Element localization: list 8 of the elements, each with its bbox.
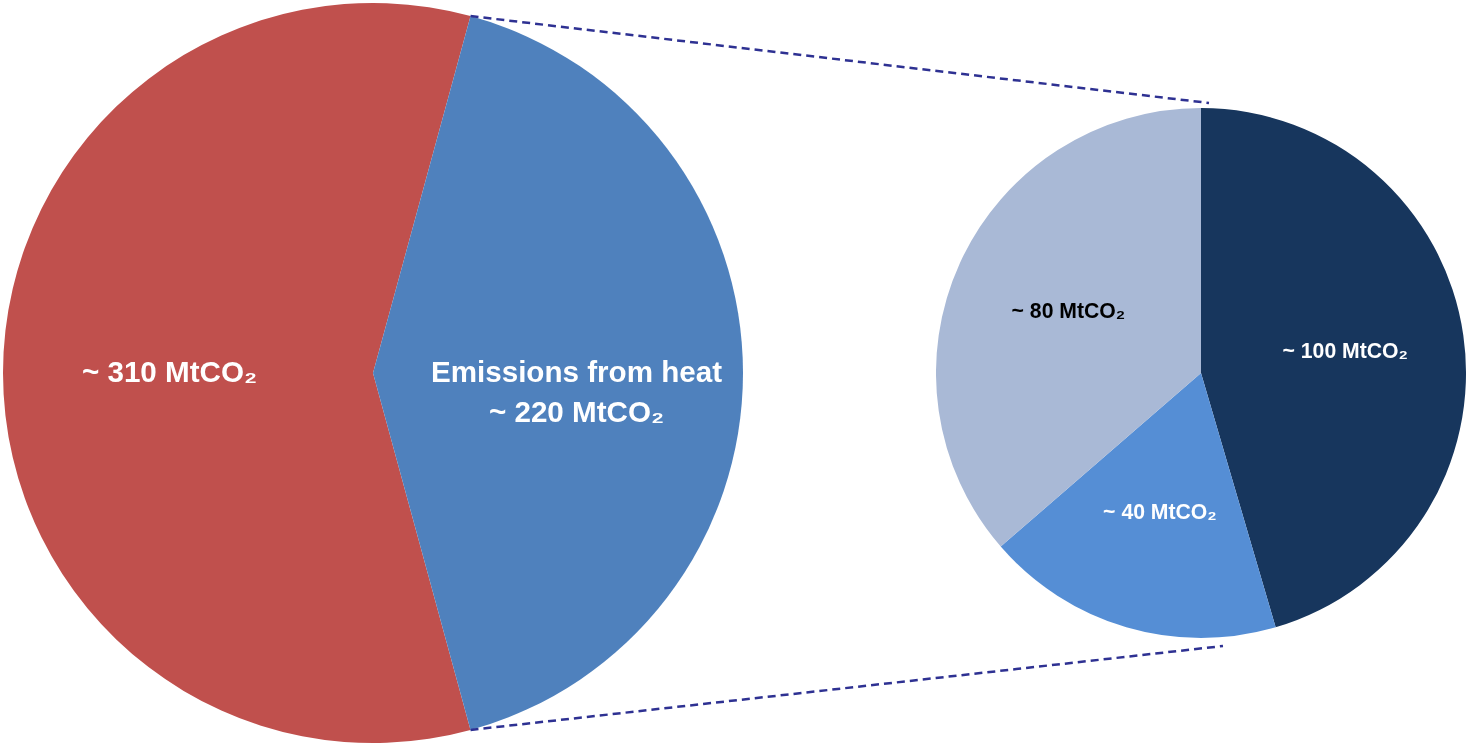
data-label: ~ 100 MtCO₂ — [1282, 339, 1408, 363]
pie-slice — [373, 16, 743, 730]
data-label: ~ 40 MtCO₂ — [1103, 499, 1217, 523]
data-label: ~ 310 MtCO₂ — [81, 355, 258, 388]
data-label: ~ 220 MtCO₂ — [488, 394, 665, 428]
slice-label: Emissions from heat — [430, 355, 723, 388]
pie-slice — [1000, 373, 1276, 638]
data-label: ~ 80 MtCO₂ — [1011, 299, 1126, 323]
